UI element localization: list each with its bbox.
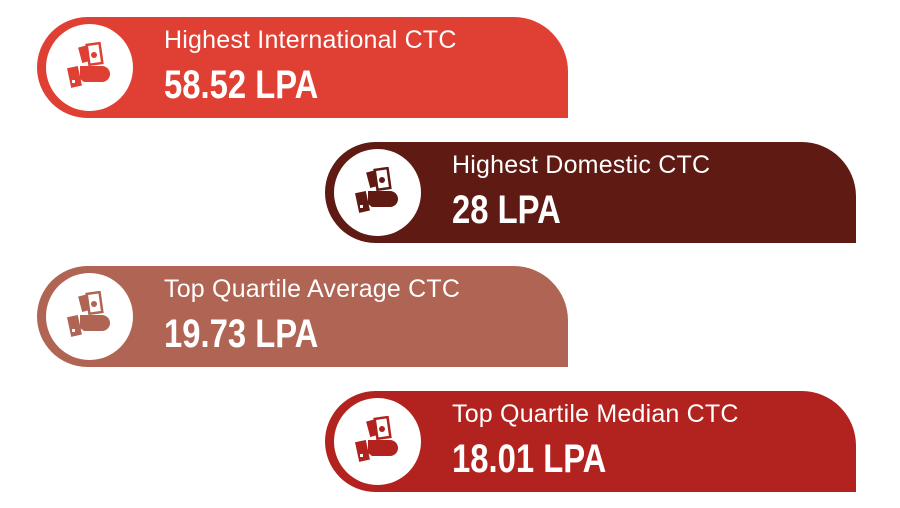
icon-circle <box>46 273 133 360</box>
ctc-card: Highest International CTC 58.52 LPA <box>37 17 568 118</box>
hand-holding-money-icon <box>355 416 398 462</box>
ctc-card: Highest Domestic CTC 28 LPA <box>325 142 856 243</box>
icon-circle <box>46 24 133 111</box>
card-label: Top Quartile Median CTC <box>452 400 739 428</box>
hand-holding-money-icon <box>355 167 398 213</box>
ctc-card: Top Quartile Average CTC 19.73 LPA <box>37 266 568 367</box>
icon-circle <box>334 149 421 236</box>
icon-circle <box>334 398 421 485</box>
card-label: Top Quartile Average CTC <box>164 275 461 303</box>
card-value: 18.01 LPA <box>452 437 607 481</box>
card-label: Highest Domestic CTC <box>452 151 711 179</box>
card-value: 58.52 LPA <box>164 63 319 107</box>
ctc-card: Top Quartile Median CTC 18.01 LPA <box>325 391 856 492</box>
card-label: Highest International CTC <box>164 26 457 54</box>
hand-holding-money-icon <box>67 42 110 88</box>
card-value: 19.73 LPA <box>164 312 319 356</box>
card-value: 28 LPA <box>452 188 561 232</box>
hand-holding-money-icon <box>67 291 110 337</box>
